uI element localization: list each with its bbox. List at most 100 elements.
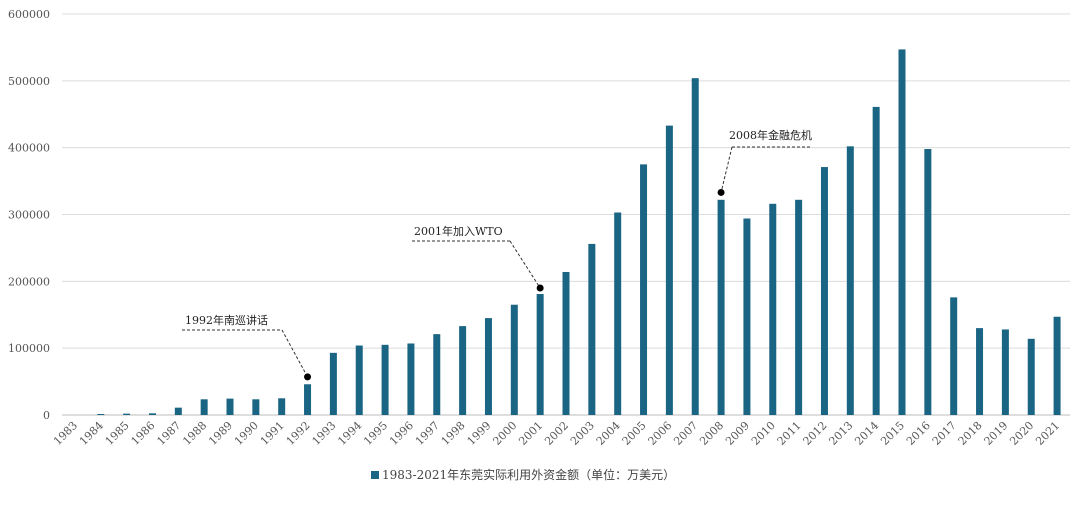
annotation-marker: [536, 284, 544, 292]
bar-2010: [769, 203, 777, 415]
x-tick-label: 2012: [801, 419, 830, 448]
bar-1997: [433, 334, 441, 415]
bar-2007: [691, 78, 699, 415]
x-tick-label: 2000: [490, 419, 519, 448]
x-tick-label: 1990: [232, 419, 261, 448]
x-tick-label: 2005: [620, 419, 649, 448]
bar-1985: [123, 413, 131, 415]
annotation-pointer: [720, 146, 733, 193]
x-tick-label: 1988: [180, 419, 209, 448]
x-tick-label: 2004: [594, 419, 623, 448]
x-tick-label: 2017: [930, 419, 959, 448]
bar-2016: [924, 149, 932, 415]
annotation-pointer: [281, 329, 308, 378]
bar-2011: [795, 199, 803, 415]
bar-1989: [226, 398, 234, 415]
x-tick-label: 2003: [568, 419, 597, 448]
bar-2008: [717, 199, 725, 415]
bar-2015: [898, 49, 906, 416]
x-tick-label: 2007: [671, 419, 700, 448]
bar-1986: [148, 413, 156, 415]
x-tick-label: 2002: [542, 419, 571, 448]
annotation-label: 1992年南巡讲话: [185, 313, 268, 327]
y-tick-label: 100000: [8, 342, 50, 355]
y-axis: 0 100000 200000 300000 400000 500000 600000: [8, 8, 50, 422]
legend-label: 1983-2021年东莞实际利用外资金额（单位：万美元）: [382, 467, 675, 482]
legend-swatch: [371, 471, 379, 479]
bar-2003: [588, 243, 596, 415]
bar-2000: [510, 304, 518, 415]
bar-1994: [355, 345, 363, 415]
x-tick-label: 2014: [852, 419, 881, 448]
bar-1991: [278, 398, 286, 415]
x-tick-label: 2009: [723, 419, 752, 448]
bar-2006: [665, 125, 673, 415]
y-tick-label: 300000: [8, 209, 50, 222]
x-tick-label: 1983: [51, 419, 80, 448]
bar-2019: [1001, 329, 1009, 415]
bar-1987: [174, 407, 182, 415]
x-tick-label: 1991: [258, 419, 287, 448]
x-tick-label: 1994: [335, 419, 364, 448]
bar-2001: [536, 294, 544, 415]
annotation-label: 2008年金融危机: [729, 128, 812, 142]
annotation-label: 2001年加入WTO: [414, 224, 503, 238]
bar-1990: [252, 399, 260, 415]
bar-2002: [562, 271, 570, 415]
x-tick-label: 1985: [103, 419, 132, 448]
bars: [97, 49, 1061, 416]
bar-2017: [950, 297, 958, 415]
x-tick-label: 1989: [206, 419, 235, 448]
bar-1984: [97, 413, 105, 415]
y-tick-label: 600000: [8, 8, 50, 21]
x-tick-label: 2018: [956, 419, 985, 448]
x-tick-label: 2016: [904, 419, 933, 448]
bar-2018: [976, 328, 984, 415]
annotation-marker: [717, 188, 725, 196]
x-tick-label: 2006: [646, 419, 675, 448]
bar-1998: [459, 326, 467, 415]
x-tick-label: 2011: [775, 419, 804, 448]
y-tick-label: 500000: [8, 75, 50, 88]
x-tick-label: 1987: [154, 419, 183, 448]
x-tick-label: 2001: [516, 419, 545, 448]
x-tick-label: 2010: [749, 419, 778, 448]
bar-2021: [1053, 316, 1061, 415]
bar-1999: [484, 318, 492, 415]
x-axis: 1983198419851986198719881989199019911992…: [51, 419, 1062, 448]
y-tick-label: 200000: [8, 275, 50, 288]
bar-2014: [872, 106, 880, 416]
bar-2013: [846, 146, 854, 415]
bar-2012: [820, 167, 828, 415]
bar-1996: [407, 343, 415, 415]
x-tick-label: 2015: [878, 419, 907, 448]
x-tick-label: 2021: [1033, 419, 1062, 448]
annotations: 1992年南巡讲话 2001年加入WTO 2008年金融危机: [182, 128, 812, 381]
annotation-marker: [304, 373, 312, 381]
x-tick-label: 2020: [1007, 419, 1036, 448]
bar-1993: [329, 352, 337, 415]
x-tick-label: 1995: [361, 419, 390, 448]
bar-1995: [381, 344, 389, 415]
bar-2020: [1027, 338, 1035, 415]
y-tick-label: 400000: [8, 142, 50, 155]
x-tick-label: 2008: [697, 419, 726, 448]
annotation-pointer: [509, 240, 541, 289]
x-tick-label: 1984: [77, 419, 106, 448]
y-tick-label: 0: [43, 409, 50, 422]
bar-2009: [743, 218, 751, 415]
x-tick-label: 1996: [387, 419, 416, 448]
bar-1988: [200, 399, 208, 415]
x-tick-label: 2019: [982, 419, 1011, 448]
bar-2005: [640, 164, 648, 415]
x-tick-label: 2013: [826, 419, 855, 448]
x-tick-label: 1998: [439, 419, 468, 448]
x-tick-label: 1997: [413, 419, 442, 448]
bar-1992: [304, 384, 312, 415]
x-tick-label: 1986: [129, 419, 158, 448]
bar-2004: [614, 212, 622, 415]
x-tick-label: 1992: [284, 419, 313, 448]
x-tick-label: 1999: [465, 419, 494, 448]
legend: 1983-2021年东莞实际利用外资金额（单位：万美元）: [371, 467, 675, 482]
